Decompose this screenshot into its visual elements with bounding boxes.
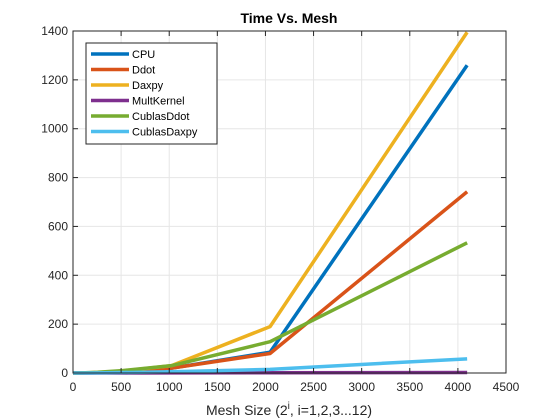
x-tick-label: 2000 — [252, 380, 279, 394]
x-tick-label: 4500 — [493, 380, 520, 394]
legend-label-daxpy: Daxpy — [132, 80, 164, 92]
x-tick-label: 3500 — [396, 380, 423, 394]
y-tick-label: 200 — [48, 317, 68, 331]
legend: CPU Ddot Daxpy MultKernel CublasDdot CublasDa… — [85, 42, 218, 145]
axes — [72, 30, 507, 374]
legend-label-cpu: CPU — [132, 49, 155, 61]
legend-label-cublasddot: CublasDdot — [132, 111, 189, 123]
x-axis-label: Mesh Size (2i, i=1,2,3...12) — [206, 401, 372, 418]
x-axis-label-suffix: , i=1,2,3...12) — [290, 402, 372, 418]
plot-area-border — [72, 30, 507, 374]
legend-label-multkernel: MultKernel — [132, 96, 185, 108]
x-tick-label: 500 — [111, 380, 131, 394]
y-tick-label: 1200 — [41, 73, 68, 87]
y-tick-label: 1000 — [41, 122, 68, 136]
legend-label-cublasdaxpy: CublasDaxpy — [132, 127, 198, 139]
x-tick-label: 1500 — [204, 380, 231, 394]
x-axis-label-superscript: i — [288, 401, 290, 412]
y-tick-label: 600 — [48, 219, 68, 233]
y-tick-label: 800 — [48, 171, 68, 185]
x-tick-label: 0 — [70, 380, 77, 394]
legend-box — [85, 42, 218, 145]
x-tick-label: 1000 — [156, 380, 183, 394]
y-tick-label: 0 — [61, 366, 68, 380]
y-tick-label: 1400 — [41, 24, 68, 38]
legend-label-ddot: Ddot — [132, 65, 155, 77]
x-tick-label: 2500 — [300, 380, 327, 394]
y-tick-label: 400 — [48, 268, 68, 282]
x-axis-label-prefix: Mesh Size (2 — [206, 402, 288, 418]
chart-title: Time Vs. Mesh — [240, 10, 337, 26]
x-tick-label: 4000 — [445, 380, 472, 394]
x-tick-label: 3000 — [348, 380, 375, 394]
tick-labels: 0 500 1000 1500 2000 2500 3000 3500 4000 4500 0 200… — [41, 24, 519, 394]
